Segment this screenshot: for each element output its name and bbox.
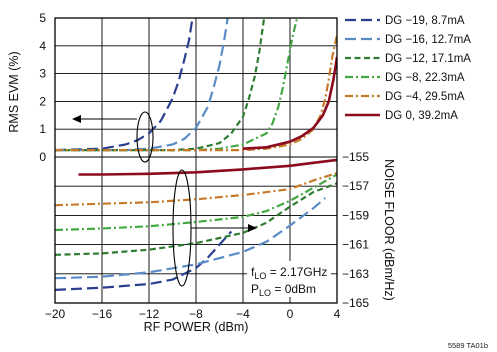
evm-series-line — [55, 18, 194, 152]
legend-item: DG −8, 22.3mA — [345, 72, 465, 84]
y-left-tick-label: 2 — [39, 94, 46, 108]
noise-group-indicator — [172, 169, 257, 287]
evm-left-arrowhead — [72, 115, 81, 123]
y-left-tick-label: 4 — [39, 39, 46, 53]
x-tick-label: −16 — [92, 307, 113, 321]
figure-footnote: 5589 TA01b — [448, 341, 488, 350]
y-left-tick-label: 1 — [39, 122, 46, 136]
y-right-tick-label: −161 — [342, 238, 369, 252]
noise-series-line — [55, 182, 337, 256]
legend-label: DG −12, 17.1mA — [385, 53, 471, 65]
noise-group-ellipse — [172, 169, 192, 287]
evm-series-line — [55, 18, 299, 152]
x-tick-label: −4 — [236, 307, 250, 321]
y-axis-right-label: NOISE FLOOR (dBm/Hz) — [382, 159, 396, 301]
noise-series-line — [55, 173, 337, 232]
noise-series-line — [55, 197, 327, 280]
conditions-box — [247, 261, 331, 297]
evm-series-line — [242, 56, 337, 150]
series-layer — [55, 18, 337, 291]
legend-item: DG −19, 8.7mA — [345, 15, 465, 27]
y-left-tick-label: 3 — [39, 67, 46, 81]
legend-item: DG 0, 39.2mA — [345, 110, 458, 122]
x-tick-label: −8 — [189, 307, 203, 321]
legend-item: DG −4, 29.5mA — [345, 91, 465, 103]
y-left-tick-label: 5 — [39, 11, 46, 25]
noise-series-line — [78, 158, 337, 176]
legend: DG −19, 8.7mA DG −16, 12.7mA DG −12, 17.1m… — [345, 15, 471, 122]
noise-series-line — [55, 230, 233, 291]
noise-series-line — [55, 172, 337, 207]
y-right-tick-label: −163 — [342, 267, 369, 281]
y-right-tick-label: −159 — [342, 208, 369, 222]
noise-right-arrowhead — [248, 224, 257, 232]
legend-item: DG −16, 12.7mA — [345, 34, 471, 46]
legend-item: DG −12, 17.1mA — [345, 53, 471, 65]
evm-group-ellipse — [136, 111, 154, 163]
y-axis-left-label: RMS EVM (%) — [7, 51, 21, 132]
legend-label: DG −16, 12.7mA — [385, 34, 471, 46]
flo-annotation: fLO = 2.17GHz — [251, 265, 327, 281]
x-tick-label: 4 — [334, 307, 341, 321]
legend-label: DG −8, 22.3mA — [385, 72, 465, 84]
legend-label: DG −19, 8.7mA — [385, 15, 465, 27]
y-right-tick-label: −165 — [342, 296, 369, 310]
x-axis-label: RF POWER (dBm) — [144, 320, 249, 334]
x-tick-label: −20 — [45, 307, 66, 321]
legend-label: DG −4, 29.5mA — [385, 91, 465, 103]
grid — [55, 18, 337, 303]
plot-frame — [54, 17, 338, 304]
y-right-tick-label: −155 — [342, 150, 369, 164]
tick-labels: −20 −16 −12 −8 −4 0 4 0 1 2 3 4 5 −155 −157 −159 −161 −16… — [39, 11, 369, 321]
y-left-tick-label: 0 — [39, 150, 46, 164]
legend-label: DG 0, 39.2mA — [385, 110, 458, 122]
evm-group-indicator — [72, 111, 154, 163]
evm-series-line — [55, 18, 266, 152]
x-tick-label: 0 — [287, 307, 294, 321]
evm-series-line — [55, 18, 229, 152]
plo-annotation: PLO = 0dBm — [251, 282, 316, 298]
y-right-tick-label: −157 — [342, 179, 369, 193]
x-tick-label: −12 — [139, 307, 160, 321]
